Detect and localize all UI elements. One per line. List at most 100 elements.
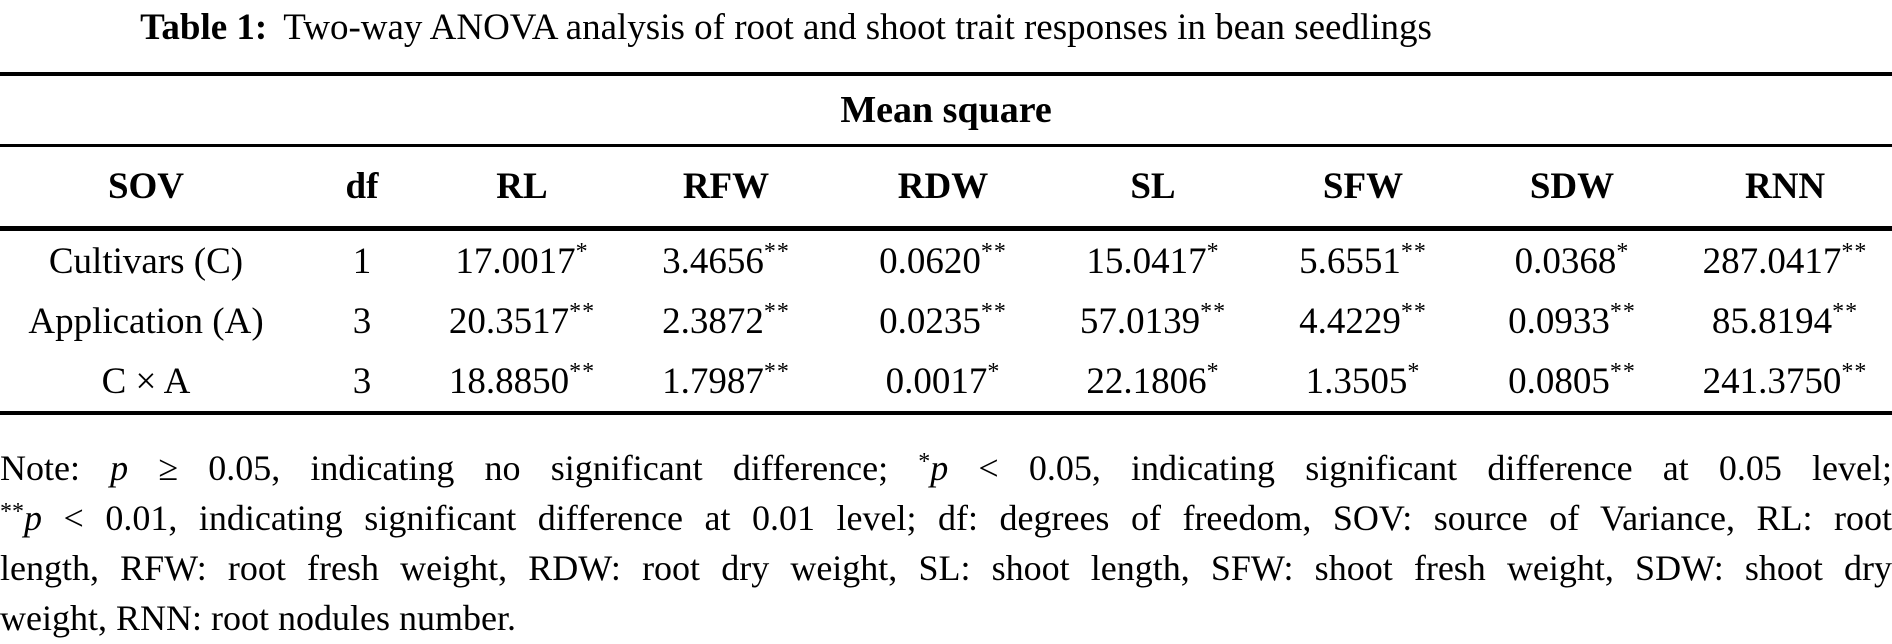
significance-marker: ** [1200,298,1227,325]
caption-title: Two-way ANOVA analysis of root and shoot… [283,7,1432,48]
footnote-segment: weight, RNN: root nodules number. [0,598,516,638]
cell-sl: 15.0417* [1046,231,1260,291]
cell-rnn: 287.0417** [1678,231,1892,291]
cell-sfw: 1.3505* [1260,351,1466,415]
sov-label-cell: Cultivars (C) [48,240,244,282]
df-cell: 3 [352,300,372,342]
significance-marker: ** [569,298,596,325]
footnote-segment: length, RFW: root fresh weight, RDW: roo… [0,548,1892,588]
significance-marker: ** [1609,358,1636,385]
cell-value: 17.0017 [455,240,576,282]
cell-rl: 18.8850** [432,351,612,415]
column-header-sl: SL [1046,147,1260,231]
anova-table: Mean square SOV df RL RFW RDW SL SFW SDW… [0,72,1892,415]
significance-marker: * [987,358,1001,385]
significance-marker: ** [1841,358,1868,385]
cell-sdw: 0.0805** [1466,351,1678,415]
column-header-rl: RL [432,147,612,231]
footnote-line: length, RFW: root fresh weight, RDW: roo… [0,543,1892,593]
cell-value: 1.7987 [662,360,764,402]
cell-sdw: 0.0368* [1466,231,1678,291]
significance-marker: * [1407,358,1421,385]
row-interaction: C × A 3 18.8850** 1.7987** 0.0017* 22.18… [0,351,1892,415]
footnote-segment-p: p [930,448,949,488]
footnote-segment-p: p [110,448,129,488]
footnote-segment: ≥ 0.05, indicating no significant differ… [128,448,919,488]
row-application: Application (A) 3 20.3517** 2.3872** 0.0… [0,291,1892,351]
significance-marker: * [1206,358,1220,385]
cell-value: 0.0368 [1514,240,1617,282]
cell-rnn: 85.8194** [1678,291,1892,351]
column-header-rnn: RNN [1678,147,1892,231]
cell-value: 0.0235 [879,300,981,342]
cell-rfw: 3.4656** [612,231,840,291]
row-cultivars: Cultivars (C) 1 17.0017* 3.4656** 0.0620… [0,231,1892,291]
cell-sl: 22.1806* [1046,351,1260,415]
significance-marker: * [1616,238,1630,265]
column-header-sdw: SDW [1466,147,1678,231]
footnote-segment-p: p [24,498,42,538]
cell-value: 1.3505 [1305,360,1408,402]
significance-marker: ** [1400,238,1427,265]
cell-value: 85.8194 [1711,300,1833,342]
significance-marker: ** [1609,298,1636,325]
cell-value: 4.4229 [1299,300,1401,342]
cell-sfw: 4.4229** [1260,291,1466,351]
cell-value: 241.3750 [1702,360,1842,402]
column-header-df: df [292,147,432,231]
footnote-segment: < 0.01, indicating significant differenc… [42,498,1892,538]
cell-rl: 17.0017* [432,231,612,291]
significance-marker: ** [980,298,1007,325]
cell-rdw: 0.0620** [840,231,1046,291]
sov-label-cell: Application (A) [28,300,264,342]
significance-marker: ** [1400,298,1427,325]
significance-marker: ** [763,298,790,325]
cell-rl: 20.3517** [432,291,612,351]
footnote: Note: p ≥ 0.05, indicating no significan… [0,443,1892,643]
column-header-sov: SOV [0,147,292,231]
df-cell: 1 [352,240,372,282]
significance-marker: * [918,449,931,475]
df-cell: 3 [292,351,432,415]
cell-value: 0.0017 [885,360,988,402]
cell-value: 0.0620 [879,240,981,282]
cell-value: 20.3517 [448,300,570,342]
footnote-segment: Note: [0,448,111,488]
footnote-line: Note: p ≥ 0.05, indicating no significan… [0,443,1892,493]
significance-marker: ** [763,358,790,385]
sov-label-cell: C × A [0,351,292,415]
cell-value: 18.8850 [448,360,570,402]
cell-value: 3.4656 [662,240,764,282]
cell-value: 22.1806 [1086,360,1207,402]
significance-marker: ** [1832,298,1859,325]
significance-marker: * [575,238,589,265]
cell-value: 287.0417 [1702,240,1842,282]
caption-label: Table 1: [140,7,268,48]
table-caption: Table 1: Two-way ANOVA analysis of root a… [0,0,1572,72]
column-header-sfw: SFW [1260,147,1466,231]
significance-marker: ** [980,238,1007,265]
cell-rnn: 241.3750** [1678,351,1892,415]
cell-value: 57.0139 [1079,300,1201,342]
cell-rdw: 0.0017* [840,351,1046,415]
significance-marker: ** [763,238,790,265]
footnote-line: **p < 0.01, indicating significant diffe… [0,493,1892,543]
cell-rdw: 0.0235** [840,291,1046,351]
cell-rfw: 2.3872** [612,291,840,351]
significance-marker: ** [0,499,24,525]
footnote-line: weight, RNN: root nodules number. [0,593,1892,643]
cell-sdw: 0.0933** [1466,291,1678,351]
cell-sfw: 5.6551** [1260,231,1466,291]
significance-marker: ** [569,358,596,385]
column-header-row: SOV df RL RFW RDW SL SFW SDW RNN [0,147,1892,231]
cell-value: 15.0417 [1086,240,1207,282]
significance-marker: ** [1841,238,1868,265]
cell-value: 0.0805 [1508,360,1610,402]
column-header-rfw: RFW [612,147,840,231]
cell-value: 2.3872 [662,300,764,342]
column-header-rdw: RDW [840,147,1046,231]
group-header-row: Mean square [0,72,1892,147]
cell-value: 5.6551 [1299,240,1401,282]
cell-value: 0.0933 [1508,300,1610,342]
